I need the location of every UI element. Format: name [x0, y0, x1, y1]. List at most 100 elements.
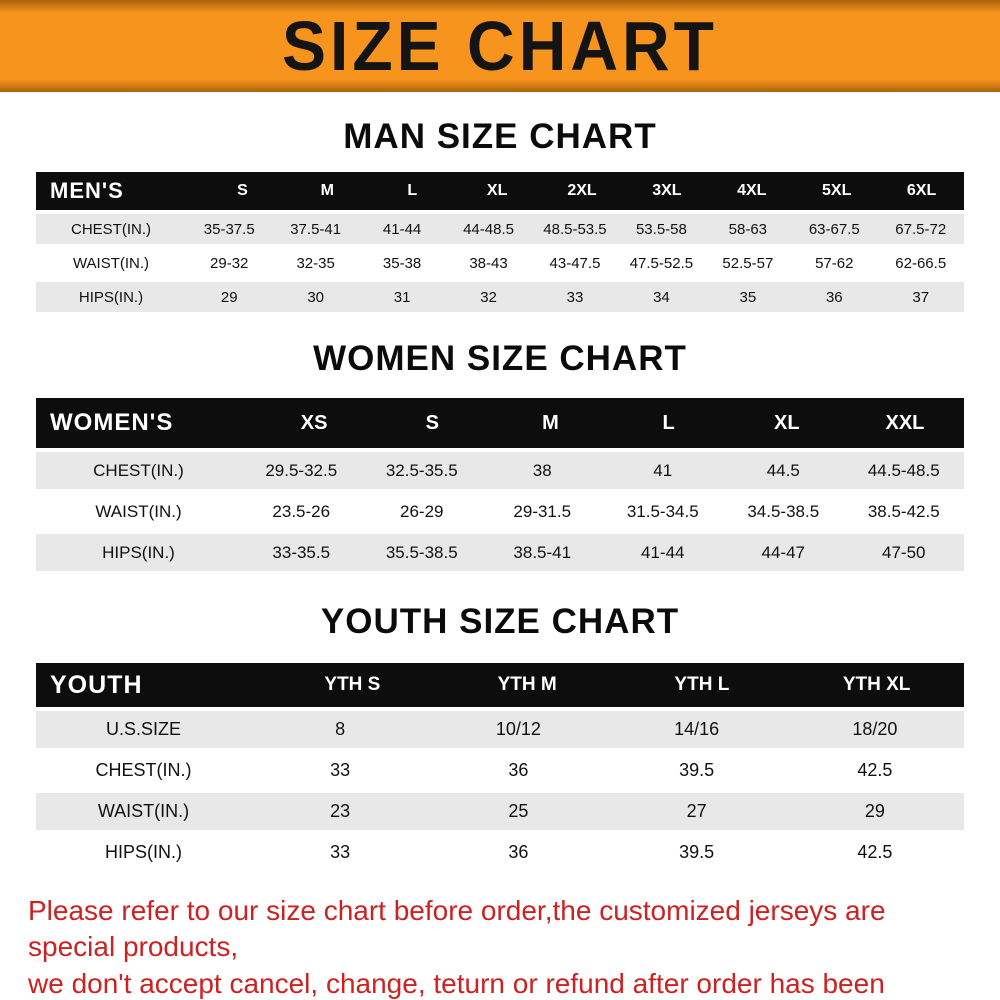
size-value-cell: 37: [912, 288, 930, 306]
size-column-header: XL: [773, 411, 800, 434]
table-row: WAIST(IN.) 23 25 27 29: [36, 793, 964, 830]
row-label: CHEST(IN.): [93, 460, 184, 480]
size-value-cell: 33-35.5: [272, 542, 331, 562]
section-men: MAN SIZE CHART MEN'S S M L XL 2XL 3XL 4XL 5XL 6XL…: [0, 116, 1000, 312]
size-column-header: 2XL: [567, 182, 597, 199]
section-women: WOMEN SIZE CHART WOMEN'S XS S M L XL XXL CHEST(…: [0, 338, 1000, 571]
size-value-cell: 31: [393, 288, 411, 306]
size-value-cell: 32-35: [296, 254, 335, 272]
table-row: HIPS(IN.) 29 30 31 32 33 34 35 36 37: [36, 282, 964, 312]
footer-note-line-2: we don't accept cancel, change, teturn o…: [28, 967, 885, 999]
size-value-cell: 53.5-58: [635, 220, 687, 238]
size-value-cell: 8: [335, 719, 346, 739]
size-value-cell: 10/12: [495, 719, 541, 739]
size-column-header: XXL: [885, 411, 925, 434]
size-column-header: 3XL: [652, 182, 682, 199]
size-value-cell: 48.5-53.5: [543, 220, 607, 238]
size-value-cell: 41-44: [382, 220, 422, 238]
women-section-heading: WOMEN SIZE CHART: [313, 339, 687, 378]
size-value-cell: 38.5-41: [513, 542, 572, 562]
size-value-cell: 38: [532, 460, 552, 480]
table-row: HIPS(IN.) 33 36 39.5 42.5: [36, 834, 964, 871]
size-value-cell: 39.5: [679, 760, 715, 780]
size-value-cell: 29: [864, 801, 885, 821]
row-label: HIPS(IN.): [104, 842, 182, 862]
size-value-cell: 36: [508, 760, 529, 780]
women-size-table: WOMEN'S XS S M L XL XXL CHEST(IN.) 29.5-32.5 32.5…: [36, 398, 964, 571]
table-header-row: MEN'S S M L XL 2XL 3XL 4XL 5XL 6XL: [36, 172, 964, 210]
size-value-cell: 35-37.5: [203, 220, 255, 238]
size-column-header: M: [542, 411, 559, 434]
size-value-cell: 39.5: [679, 842, 715, 862]
size-column-header: 4XL: [737, 182, 767, 199]
table-row: CHEST(IN.) 33 36 39.5 42.5: [36, 752, 964, 789]
size-value-cell: 25: [508, 801, 529, 821]
size-value-cell: 41: [653, 460, 673, 480]
size-column-header: L: [407, 182, 418, 199]
size-value-cell: 23: [330, 801, 351, 821]
size-value-cell: 34: [653, 288, 670, 306]
footer-note-line-1: Please refer to our size chart before or…: [28, 895, 886, 963]
table-row: CHEST(IN.) 35-37.5 37.5-41 41-44 44-48.5 48.5…: [36, 214, 964, 244]
section-youth: YOUTH SIZE CHART YOUTH YTH S YTH M YTH L YTH…: [0, 601, 1000, 871]
size-column-header: L: [662, 411, 675, 434]
row-label: HIPS(IN.): [78, 288, 144, 306]
youth-size-table: YOUTH YTH S YTH M YTH L YTH XL U.S.SIZE 8 10/12…: [36, 663, 964, 871]
size-value-cell: 47-50: [882, 542, 926, 562]
size-value-cell: 30: [307, 288, 324, 306]
size-value-cell: 67.5-72: [895, 220, 947, 238]
table-row: CHEST(IN.) 29.5-32.5 32.5-35.5 38 41 44.5 44.5…: [36, 452, 964, 489]
table-row: U.S.SIZE 8 10/12 14/16 18/20: [36, 711, 964, 748]
size-value-cell: 44.5: [766, 460, 800, 480]
table-header-row: YOUTH YTH S YTH M YTH L YTH XL: [36, 663, 964, 707]
size-value-cell: 36: [825, 288, 843, 306]
size-value-cell: 42.5: [857, 842, 893, 862]
size-value-cell: 29.5-32.5: [265, 460, 338, 480]
size-column-header: M: [320, 182, 334, 199]
size-value-cell: 37.5-41: [290, 220, 342, 238]
size-value-cell: 33: [330, 842, 351, 862]
row-label: U.S.SIZE: [105, 719, 181, 739]
size-value-cell: 29: [220, 288, 238, 306]
size-value-cell: 36: [508, 842, 529, 862]
row-label: WAIST(IN.): [72, 254, 150, 272]
size-value-cell: 57-62: [815, 254, 854, 272]
size-column-header: YTH M: [497, 674, 557, 695]
size-value-cell: 14/16: [674, 719, 720, 739]
size-value-cell: 63-67.5: [808, 220, 860, 238]
table-header-label: MEN'S: [50, 178, 124, 203]
size-value-cell: 29-31.5: [513, 501, 572, 521]
size-value-cell: 31.5-34.5: [626, 501, 699, 521]
size-column-header: YTH L: [674, 674, 730, 695]
size-value-cell: 44.5-48.5: [867, 460, 940, 480]
size-value-cell: 41-44: [641, 542, 685, 562]
size-value-cell: 58-63: [728, 220, 768, 238]
size-column-header: S: [425, 411, 439, 434]
size-value-cell: 29-32: [210, 254, 249, 272]
table-header-row: WOMEN'S XS S M L XL XXL: [36, 398, 964, 448]
banner: SIZE CHART: [0, 0, 1000, 92]
size-column-header: XS: [300, 411, 328, 434]
size-value-cell: 47.5-52.5: [629, 254, 694, 272]
size-value-cell: 32: [480, 288, 497, 306]
size-value-cell: 43-47.5: [549, 254, 601, 272]
size-value-cell: 52.5-57: [722, 254, 774, 272]
size-value-cell: 23.5-26: [272, 501, 331, 521]
size-value-cell: 26-29: [400, 501, 444, 521]
row-label: WAIST(IN.): [95, 501, 182, 521]
size-value-cell: 32.5-35.5: [385, 460, 458, 480]
row-label: WAIST(IN.): [97, 801, 190, 821]
table-row: WAIST(IN.) 29-32 32-35 35-38 38-43 43-47.5 47.…: [36, 248, 964, 278]
size-value-cell: 38-43: [469, 254, 508, 272]
size-value-cell: 38.5-42.5: [867, 501, 940, 521]
page-title: SIZE CHART: [282, 7, 718, 85]
size-column-header: 5XL: [822, 182, 852, 199]
size-column-header: YTH S: [324, 674, 381, 695]
size-value-cell: 35-38: [382, 254, 422, 272]
size-value-cell: 62-66.5: [895, 254, 947, 272]
size-column-header: XL: [486, 182, 508, 199]
size-value-cell: 42.5: [857, 760, 893, 780]
size-column-header: S: [237, 182, 248, 199]
row-label: CHEST(IN.): [71, 220, 151, 238]
